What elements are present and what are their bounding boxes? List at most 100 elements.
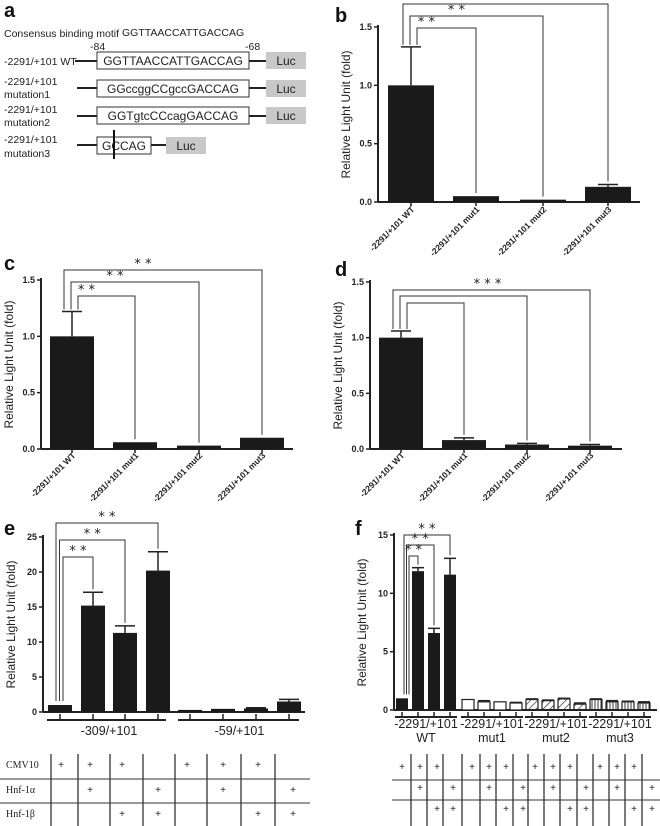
condition-plus: + (583, 804, 589, 815)
significance-bracket (416, 27, 477, 194)
bar (461, 698, 475, 711)
construct-mutation1: -2291/+101 mutation1 GGccggCCgccGACCAG L… (4, 76, 306, 101)
y-tick-label: 0.0 (359, 197, 372, 207)
bar (146, 570, 170, 712)
construct-name-line2: mutation3 (4, 148, 50, 160)
x-category-label: -2291/+101 mut1 (416, 450, 470, 504)
position-end: -68 (245, 41, 260, 53)
condition-plus: + (469, 762, 475, 773)
y-tick-label: 15 (378, 530, 388, 540)
group-label: -309/+101 (81, 724, 138, 738)
bar (493, 701, 507, 711)
significance-marker: * * (98, 510, 116, 525)
significance-marker: * * (412, 532, 430, 547)
bar (412, 571, 424, 710)
panel-f-label: f (355, 518, 362, 540)
significance-marker: * * (405, 543, 423, 558)
chart-panel-b: 0.0 0.5 1.0 1.5 Relative Light Unit (fold) -2… (339, 0, 640, 258)
y-tick-label: 0.0 (22, 444, 35, 454)
x-category-label: -2291/+101 WT (29, 450, 78, 499)
y-tick-label: 1.0 (22, 331, 35, 341)
condition-plus: + (434, 804, 440, 815)
bar (541, 700, 555, 711)
panel-a-diagram: a Consensus binding motif GGTTAACCATTGAC… (4, 0, 306, 160)
significance-bracket (392, 289, 591, 442)
construct-name: -2291/+101 WT (4, 56, 77, 68)
group-label-line2: mut1 (478, 731, 506, 745)
group-label-line1: -2291/+101 (588, 717, 652, 731)
luc-reporter: Luc (176, 139, 195, 153)
consensus-label: Consensus binding motif (4, 28, 119, 40)
bar (81, 605, 105, 712)
condition-plus: + (290, 785, 296, 796)
bar (520, 199, 566, 202)
conditions-table-e: CMV10 Hnf-1α Hnf-1β + + + + + + + + + + + + + + (0, 754, 310, 826)
x-category-label: -2291/+101 mut3 (560, 204, 614, 258)
y-tick-label: 0.5 (351, 388, 364, 398)
condition-plus: + (597, 762, 603, 773)
condition-plus: + (417, 762, 423, 773)
condition-plus: + (87, 760, 93, 771)
bar (244, 708, 268, 712)
significance-bracket (62, 556, 94, 701)
bar (177, 445, 221, 449)
bar (211, 708, 235, 712)
y-tick-label: 1.5 (359, 22, 372, 32)
x-category-label: -2291/+101 mut2 (495, 204, 549, 258)
bar (568, 445, 612, 449)
condition-plus: + (567, 804, 573, 815)
bar (178, 709, 202, 712)
bar (113, 632, 137, 712)
condition-plus: + (520, 783, 526, 794)
x-category-label: -2291/+101 WT (358, 450, 407, 499)
x-category-label: -2291/+101 mut3 (542, 450, 596, 504)
significance-marker: * * (477, 0, 495, 6)
bar (621, 701, 635, 711)
significance-bracket (408, 555, 419, 695)
condition-plus: + (220, 785, 226, 796)
condition-plus: + (450, 804, 456, 815)
panel-d-label: d (335, 259, 347, 281)
panel-b-label: b (335, 5, 347, 27)
construct-sequence: GGTTAACCATTGACCAG (103, 54, 243, 68)
construct-name: -2291/+101 (4, 76, 58, 88)
condition-plus: + (583, 783, 589, 794)
condition-plus: + (58, 760, 64, 771)
y-tick-label: 10 (378, 588, 388, 598)
luc-reporter: Luc (276, 54, 295, 68)
condition-plus: + (532, 762, 538, 773)
construct-name: -2291/+101 (4, 104, 58, 116)
group-label: -59/+101 (215, 724, 265, 738)
y-tick-label: 15 (27, 602, 37, 612)
bar (589, 698, 603, 711)
significance-marker: * * (448, 3, 466, 18)
bar (453, 196, 499, 202)
condition-plus: + (155, 809, 161, 820)
x-category-label: -2291/+101 mut1 (428, 204, 482, 258)
significance-bracket (70, 281, 200, 443)
bar (585, 186, 631, 202)
condition-plus: + (503, 762, 509, 773)
chart-panel-e: 0 5 10 15 20 25 Relative Light Unit (fold) * * *… (0, 510, 310, 826)
y-tick-label: 5 (383, 647, 388, 657)
condition-plus: + (155, 785, 161, 796)
condition-plus: + (503, 804, 509, 815)
condition-plus: + (255, 760, 261, 771)
significance-bracket (403, 534, 451, 695)
bar (113, 442, 157, 449)
bar (557, 698, 571, 711)
y-tick-label: 25 (27, 532, 37, 542)
condition-plus: + (567, 762, 573, 773)
y-tick-label: 0 (383, 705, 388, 715)
bar (573, 703, 587, 711)
bar (388, 85, 434, 202)
bar (509, 702, 523, 711)
condition-row-label: CMV10 (6, 760, 39, 771)
significance-marker: * * (134, 257, 152, 272)
construct-name: -2291/+101 (4, 134, 58, 146)
x-category-label: -2291/+101 mut2 (151, 450, 205, 504)
y-tick-label: 10 (27, 637, 37, 647)
condition-plus: + (220, 760, 226, 771)
